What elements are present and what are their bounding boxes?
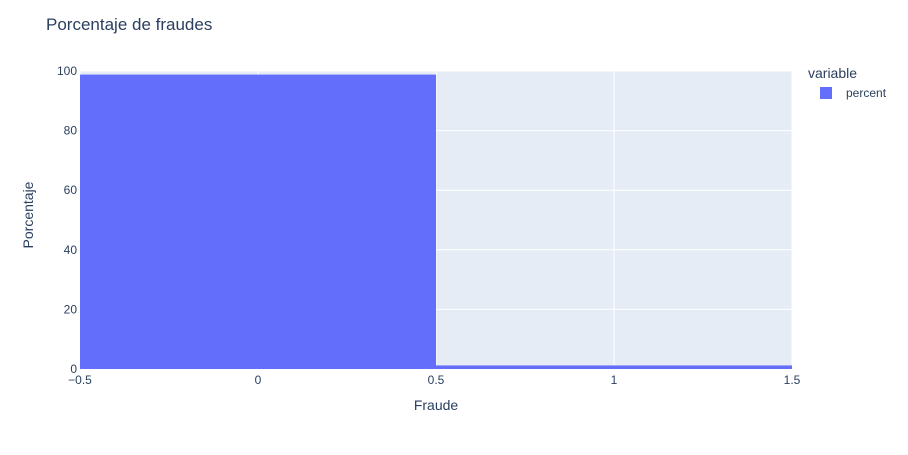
x-tick-label-0: −0.5 bbox=[68, 373, 92, 387]
legend-title: variable bbox=[808, 65, 857, 81]
y-axis: 0 20 40 60 80 100 bbox=[57, 64, 77, 376]
x-tick-label-1: 0 bbox=[255, 373, 262, 387]
y-tick-label-1: 20 bbox=[64, 302, 78, 316]
y-tick-label-5: 100 bbox=[57, 64, 77, 78]
x-axis: −0.5 0 0.5 1 1.5 bbox=[68, 373, 801, 387]
x-tick-label-2: 0.5 bbox=[428, 373, 445, 387]
chart-title: Porcentaje de fraudes bbox=[46, 15, 212, 34]
bars bbox=[80, 74, 792, 370]
legend[interactable]: variable percent bbox=[808, 65, 887, 100]
bar-percent-0[interactable] bbox=[80, 74, 436, 370]
y-tick-label-0: 0 bbox=[70, 362, 77, 376]
x-tick-label-3: 1 bbox=[611, 373, 618, 387]
y-axis-label: Porcentaje bbox=[20, 181, 36, 248]
y-tick-label-4: 80 bbox=[64, 124, 78, 138]
y-tick-label-2: 40 bbox=[64, 243, 78, 257]
x-axis-label: Fraude bbox=[414, 397, 459, 413]
bar-percent-1[interactable] bbox=[436, 365, 792, 369]
legend-label-percent[interactable]: percent bbox=[846, 86, 887, 100]
legend-items: percent bbox=[820, 86, 887, 100]
legend-swatch-percent[interactable] bbox=[820, 87, 832, 99]
x-tick-label-4: 1.5 bbox=[784, 373, 801, 387]
y-tick-label-3: 60 bbox=[64, 183, 78, 197]
